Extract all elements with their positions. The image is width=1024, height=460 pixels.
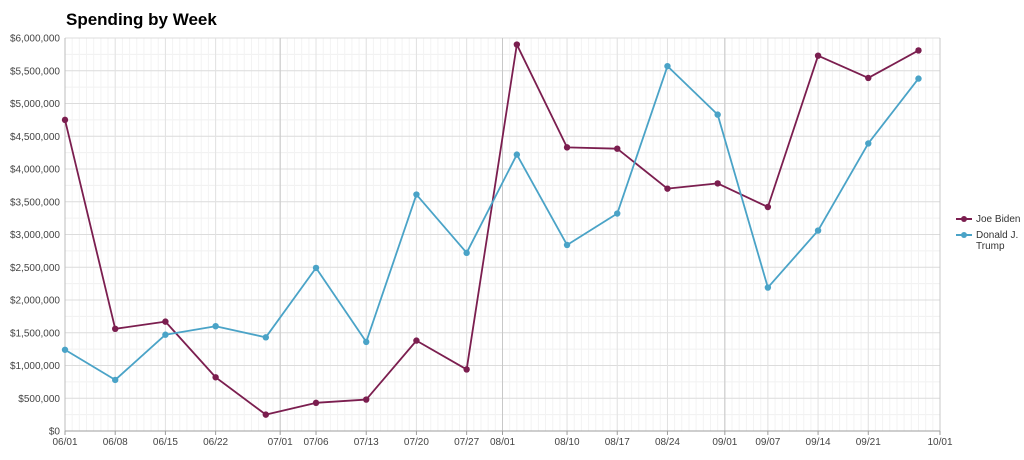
x-tick-label: 07/01 bbox=[268, 437, 293, 448]
data-point bbox=[714, 111, 721, 118]
x-tick-label: 06/15 bbox=[153, 437, 178, 448]
x-tick-label: 06/22 bbox=[203, 437, 228, 448]
data-point bbox=[162, 318, 169, 325]
data-point bbox=[714, 180, 721, 187]
data-point bbox=[915, 47, 922, 54]
data-point bbox=[614, 145, 621, 152]
data-point bbox=[865, 140, 872, 147]
data-point bbox=[915, 75, 922, 82]
y-tick-label: $4,500,000 bbox=[10, 132, 60, 143]
data-point bbox=[563, 144, 571, 151]
data-point bbox=[563, 241, 571, 249]
data-point bbox=[61, 346, 69, 353]
y-tick-label: $2,000,000 bbox=[10, 296, 60, 307]
legend-item[interactable]: Donald J. Trump bbox=[956, 230, 1024, 252]
x-tick-label: 09/07 bbox=[755, 437, 780, 448]
chart-title: Spending by Week bbox=[66, 10, 217, 29]
x-tick-label: 09/21 bbox=[856, 437, 881, 448]
x-tick-label: 06/01 bbox=[52, 437, 77, 448]
series-line bbox=[64, 43, 919, 416]
data-point bbox=[513, 41, 521, 48]
data-point bbox=[212, 323, 219, 330]
data-point bbox=[262, 411, 270, 418]
data-point bbox=[413, 337, 420, 344]
y-tick-label: $0 bbox=[49, 427, 61, 438]
chart-legend: Joe Biden Donald J. Trump bbox=[956, 214, 1024, 257]
data-point bbox=[363, 396, 370, 403]
data-point bbox=[814, 227, 822, 234]
x-tick-label: 09/14 bbox=[806, 437, 831, 448]
series-line bbox=[64, 65, 920, 381]
y-tick-label: $500,000 bbox=[18, 394, 60, 405]
x-tick-label: 08/10 bbox=[555, 437, 580, 448]
y-tick-label: $1,500,000 bbox=[10, 328, 60, 339]
y-tick-label: $3,000,000 bbox=[10, 230, 60, 241]
y-tick-label: $2,500,000 bbox=[10, 263, 60, 274]
legend-swatch bbox=[956, 230, 972, 240]
x-tick-label: 06/08 bbox=[103, 437, 128, 448]
data-point bbox=[312, 399, 320, 407]
x-tick-label: 07/20 bbox=[404, 437, 429, 448]
data-point bbox=[664, 62, 671, 70]
x-tick-label: 08/01 bbox=[490, 437, 515, 448]
data-point bbox=[814, 52, 822, 59]
x-tick-label: 10/01 bbox=[927, 437, 952, 448]
y-tick-label: $6,000,000 bbox=[10, 34, 60, 45]
x-tick-label: 08/17 bbox=[605, 437, 630, 448]
data-point bbox=[764, 203, 772, 211]
data-point bbox=[764, 284, 772, 291]
x-tick-label: 07/27 bbox=[454, 437, 479, 448]
y-tick-label: $5,000,000 bbox=[10, 99, 60, 110]
data-point bbox=[112, 376, 119, 384]
legend-label: Joe Biden bbox=[976, 214, 1021, 225]
x-tick-label: 07/13 bbox=[354, 437, 379, 448]
x-tick-label: 07/06 bbox=[304, 437, 329, 448]
legend-item[interactable]: Joe Biden bbox=[956, 214, 1024, 225]
data-point bbox=[513, 151, 521, 158]
legend-swatch bbox=[956, 214, 972, 224]
x-tick-label: 09/01 bbox=[712, 437, 737, 448]
data-point bbox=[61, 116, 69, 124]
data-point bbox=[413, 191, 420, 198]
data-point bbox=[212, 374, 219, 381]
data-point bbox=[162, 331, 169, 338]
data-point bbox=[865, 74, 872, 82]
data-point bbox=[363, 338, 370, 346]
y-tick-label: $1,000,000 bbox=[10, 361, 60, 372]
data-point bbox=[262, 334, 270, 341]
legend-label: Donald J. Trump bbox=[976, 230, 1019, 252]
y-tick-label: $4,000,000 bbox=[10, 165, 60, 176]
data-point bbox=[664, 185, 671, 192]
data-point bbox=[463, 249, 470, 257]
y-tick-label: $5,500,000 bbox=[10, 66, 60, 77]
data-point bbox=[463, 366, 470, 373]
data-point bbox=[312, 264, 320, 272]
data-point bbox=[614, 210, 621, 217]
x-tick-label: 08/24 bbox=[655, 437, 680, 448]
y-tick-label: $3,500,000 bbox=[10, 197, 60, 208]
data-point bbox=[112, 325, 119, 333]
